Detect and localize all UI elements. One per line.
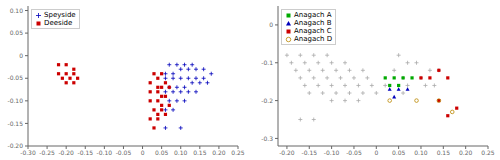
svg-text:-0.05: -0.05 [346,149,362,156]
svg-text:-0.05: -0.05 [8,74,23,81]
svg-text:-0.10: -0.10 [97,149,113,156]
svg-text:-0.20: -0.20 [279,149,295,156]
svg-text:0: 0 [19,52,23,59]
svg-text:-0.25: -0.25 [39,149,55,156]
html-text:Anagach A: Anagach A [294,11,332,19]
html-text:Anagach C: Anagach C [294,27,332,35]
svg-text:-0.3: -0.3 [261,135,273,142]
svg-text:-0.10: -0.10 [8,97,23,104]
svg-text:-0.2: -0.2 [261,97,273,104]
svg-text:0.25: 0.25 [481,149,492,156]
html-text:Anagach D: Anagach D [294,35,333,43]
svg-text:0.05: 0.05 [155,149,169,156]
svg-text:0.10: 0.10 [174,149,188,156]
svg-text:0.25: 0.25 [231,149,245,156]
svg-text:0.10: 0.10 [414,149,428,156]
svg-text:0.15: 0.15 [437,149,451,156]
svg-text:0.05: 0.05 [10,29,24,36]
html-text:Speyside: Speyside [44,11,76,19]
svg-text:-0.15: -0.15 [8,120,23,127]
svg-text:-0.15: -0.15 [302,149,318,156]
svg-text:0.20: 0.20 [212,149,226,156]
svg-text:0: 0 [141,149,145,156]
svg-text:-0.05: -0.05 [116,149,132,156]
html-text:Anagach B: Anagach B [294,19,332,27]
svg-text:-0.15: -0.15 [78,149,94,156]
svg-text:-0.1: -0.1 [261,59,273,66]
svg-text:0.15: 0.15 [193,149,207,156]
svg-text:0.10: 0.10 [10,7,24,14]
svg-text:0.05: 0.05 [392,149,406,156]
svg-text:-0.10: -0.10 [324,149,340,156]
svg-text:0.20: 0.20 [459,149,473,156]
svg-text:-0.20: -0.20 [8,142,23,149]
svg-text:-0.30: -0.30 [20,149,36,156]
svg-text:0: 0 [374,149,378,156]
svg-text:-0.20: -0.20 [58,149,74,156]
html-text:Deeside: Deeside [44,19,73,27]
svg-text:0: 0 [269,21,273,28]
